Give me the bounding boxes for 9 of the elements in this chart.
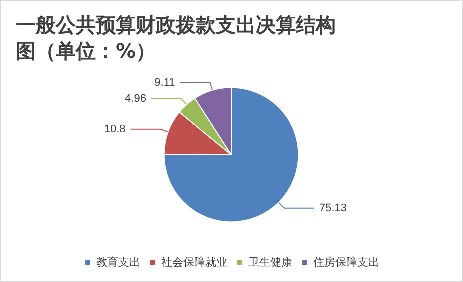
data-label: 4.96 — [125, 92, 146, 105]
legend-label: 卫生健康 — [248, 256, 292, 269]
legend-label: 社会保障就业 — [162, 256, 228, 269]
data-label: 75.13 — [319, 202, 347, 214]
chart-title: 一般公共预算财政拨款支出决算结构图（单位：%） — [16, 13, 336, 63]
data-label: 9.11 — [154, 76, 176, 89]
data-label: 10.8 — [104, 123, 126, 136]
legend-label: 住房保障支出 — [314, 256, 380, 269]
legend-label: 教育支出 — [96, 256, 140, 269]
